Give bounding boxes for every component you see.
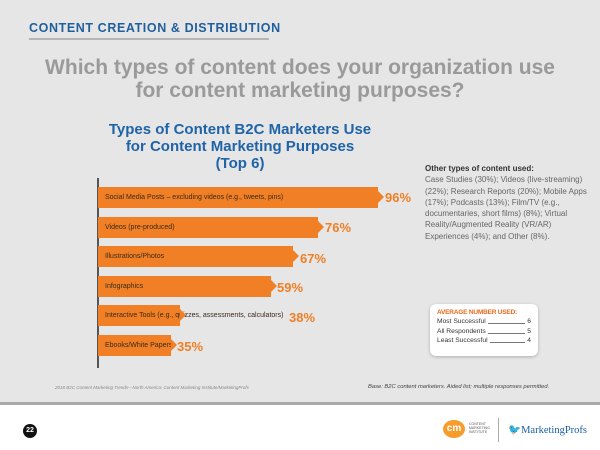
average-row-label: Least Successful — [437, 337, 488, 344]
bar-ebooks: Ebooks/White Papers — [98, 335, 177, 356]
average-title: AVERAGE NUMBER USED: — [437, 309, 518, 316]
bar-label: Social Media Posts – excluding videos (e… — [105, 194, 284, 201]
leader-dots — [487, 317, 526, 324]
chart-title-line-2: for Content Marketing Purposes — [125, 138, 355, 155]
bar-label: Interactive Tools (e.g., quizzes, assess… — [105, 312, 284, 319]
question-heading: Which types of content does your organiz… — [0, 56, 600, 102]
bird-icon: 🐦 — [508, 425, 522, 436]
bar-label: Infographics — [105, 283, 144, 290]
average-row-value: 4 — [527, 337, 531, 344]
other-content-types: Other types of content used: Case Studie… — [425, 163, 595, 242]
bar-value: 38% — [289, 310, 316, 325]
page-number-badge: 22 — [23, 424, 37, 438]
other-content-title: Other types of content used: — [425, 164, 534, 173]
chart-title-line-1: Types of Content B2C Marketers Use — [108, 121, 372, 138]
chart-title-line-3: (Top 6) — [215, 155, 265, 172]
average-row: Most Successful 6 — [437, 317, 531, 327]
bar-videos: Videos (pre-produced) — [98, 217, 324, 238]
cmi-logo-icon: cm — [443, 420, 465, 438]
section-label: CONTENT CREATION & DISTRIBUTION — [29, 21, 281, 35]
average-number-box: AVERAGE NUMBER USED: Most Successful 6 A… — [430, 304, 538, 356]
chart-axis — [97, 178, 99, 368]
logo-divider — [498, 418, 499, 442]
bar-label: Videos (pre-produced) — [105, 224, 175, 231]
bar-illustrations: Illustrations/Photos — [98, 246, 299, 267]
bar-social-media: Social Media Posts – excluding videos (e… — [98, 187, 384, 208]
average-row-value: 5 — [527, 327, 531, 335]
leader-dots — [487, 327, 526, 334]
marketingprofs-logo: 🐦MarketingProfs — [508, 423, 587, 436]
average-row-value: 6 — [527, 318, 531, 325]
bar-label: Illustrations/Photos — [105, 253, 165, 260]
bar-infographics: Infographics — [98, 276, 277, 297]
bar-label: Ebooks/White Papers — [105, 342, 173, 349]
other-content-text: Case Studies (30%); Videos (live-streami… — [425, 175, 587, 241]
question-line-2: for content marketing purposes? — [135, 79, 465, 102]
leader-dots — [489, 336, 526, 343]
chart-title: Types of Content B2C Marketers Use for C… — [90, 121, 390, 172]
slide: CONTENT CREATION & DISTRIBUTION Which ty… — [0, 0, 600, 405]
bar-value: 67% — [300, 251, 327, 266]
bar-value: 35% — [177, 339, 204, 354]
question-line-1: Which types of content does your organiz… — [45, 56, 555, 79]
average-row-label: All Respondents — [437, 327, 486, 335]
section-divider — [29, 38, 269, 40]
marketingprofs-name: MarketingProfs — [521, 425, 587, 436]
bar-value: 96% — [385, 190, 412, 205]
average-row: Least Successful 4 — [437, 336, 531, 346]
base-note: Base: B2C content marketers. Aided list;… — [368, 384, 550, 390]
bar-value: 76% — [325, 220, 352, 235]
source-citation: 2018 B2C Content Marketing Trends—North … — [55, 385, 249, 390]
bar-value: 59% — [277, 280, 304, 295]
average-row: All Respondents 5 — [437, 327, 531, 337]
bar-interactive-tools: Interactive Tools (e.g., quizzes, assess… — [98, 305, 283, 326]
cmi-logo-text: CONTENT MARKETING INSTITUTE — [469, 422, 490, 434]
average-row-label: Most Successful — [437, 318, 486, 325]
